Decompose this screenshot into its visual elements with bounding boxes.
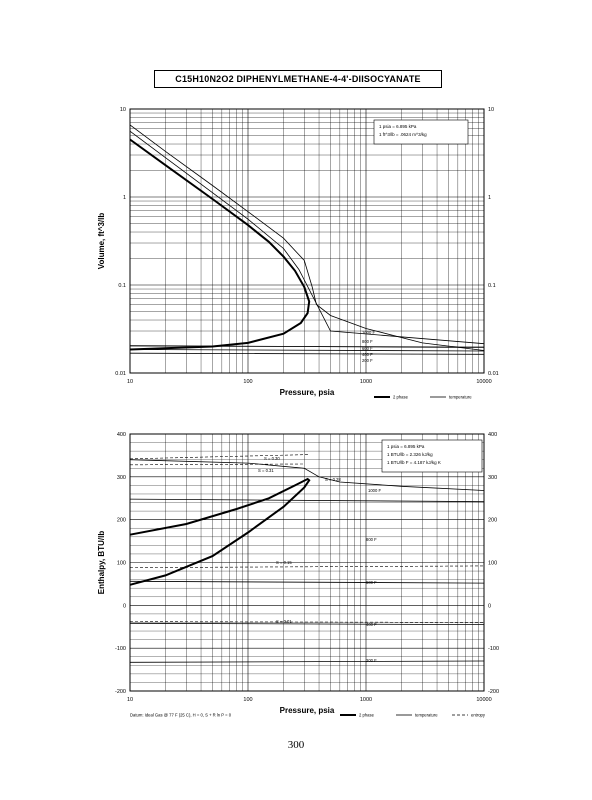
y-tick-label: 400	[117, 432, 126, 438]
isotherm-label: 1000 F	[368, 488, 381, 493]
x-tick-label: 100	[243, 379, 252, 385]
series-line	[129, 622, 485, 625]
x-tick-label: 100	[243, 697, 252, 703]
y-tick-label-right: 400	[488, 432, 497, 438]
series-line	[129, 660, 485, 663]
plot-frame	[129, 433, 485, 692]
x-tick-label: 10	[127, 697, 133, 703]
isotherm-label: 200 F	[366, 658, 377, 663]
legend-entry: temperature	[415, 713, 438, 718]
isotherm-label: 600 F	[362, 346, 373, 351]
isotherm-label: 200 F	[362, 358, 373, 363]
chart-title: C15H10N2O2 DIPHENYLMETHANE-4-4'-DIISOCYA…	[154, 70, 442, 88]
legend-entry: entropy	[471, 713, 486, 718]
series-line	[129, 124, 485, 351]
isotherm-label: 800 F	[362, 339, 373, 344]
x-axis-label: Pressure, psia	[280, 706, 335, 715]
notes-text: 1 psia = 6.895 kPa	[379, 124, 417, 129]
entropy-label: S = 0.15	[276, 560, 292, 565]
entropy-line	[129, 454, 310, 460]
x-tick-label: 1000	[360, 697, 372, 703]
series-line	[129, 580, 485, 584]
entropy-label: S = 0.30	[264, 456, 280, 461]
y-tick-label: 0.01	[115, 371, 126, 377]
notes-box	[373, 119, 469, 145]
y-axis-label: Enthalpy, BTU/lb	[97, 531, 106, 595]
x-tick-label: 10000	[476, 697, 491, 703]
series-line	[129, 138, 311, 351]
isotherm-label: 400 F	[366, 622, 377, 627]
y-tick-label: 1	[123, 195, 126, 201]
x-axis-label: Pressure, psia	[280, 388, 335, 397]
datum-note: Datum: Ideal Gas @ 77 F (25 C), H = 0, S…	[130, 713, 232, 718]
isotherm-label: 800 F	[366, 537, 377, 542]
entropy-label: S = 0.31	[258, 468, 274, 473]
y-tick-label-right: 0	[488, 603, 491, 609]
y-tick-label: 10	[120, 107, 126, 113]
y-tick-label: 0	[123, 603, 126, 609]
y-tick-label-right: -100	[488, 646, 499, 652]
legend-entry: 2 phase	[359, 713, 375, 718]
notes-box	[381, 439, 483, 473]
gridlines	[129, 433, 484, 692]
page-number: 300	[287, 739, 305, 751]
entropy-label: S = 0.01	[276, 619, 292, 624]
y-tick-label-right: 0.01	[488, 371, 499, 377]
notes-text: 1 BTU/lb = 2.326 kJ/kg	[387, 452, 433, 457]
legend-entry: 2 phase	[393, 395, 409, 400]
series-line	[129, 345, 485, 348]
y-tick-label-right: -200	[488, 689, 499, 695]
series-line	[129, 498, 485, 503]
notes-text: 1 ft^3/lb = .0624 m^3/kg	[379, 132, 427, 137]
notes-text: 1 BTU/lb F = 4.187 kJ/kg K	[387, 460, 441, 465]
notes-text: 1 psia = 6.895 kPa	[387, 444, 425, 449]
y-tick-label: 100	[117, 561, 126, 567]
y-tick-label-right: 0.1	[488, 283, 496, 289]
y-tick-label: -100	[115, 646, 126, 652]
plot-frame	[129, 108, 485, 374]
gridlines	[129, 109, 484, 374]
y-tick-label-right: 10	[488, 107, 494, 113]
y-tick-label-right: 300	[488, 475, 497, 481]
y-tick-label-right: 1	[488, 195, 491, 201]
y-tick-label: 200	[117, 518, 126, 524]
x-tick-label: 10000	[476, 379, 491, 385]
y-tick-label: -200	[115, 689, 126, 695]
series-line	[129, 130, 485, 345]
entropy-line	[129, 621, 485, 623]
series-line	[129, 352, 485, 355]
series-line	[129, 349, 485, 352]
entropy-line	[129, 463, 305, 466]
entropy-label: S = 0.28	[325, 477, 341, 482]
isotherm-label: 1000 F	[362, 330, 375, 335]
y-tick-label-right: 100	[488, 561, 497, 567]
series-line	[129, 477, 311, 586]
isotherm-label: 400 F	[362, 352, 373, 357]
y-tick-label: 0.1	[118, 283, 126, 289]
y-tick-label-right: 200	[488, 518, 497, 524]
isotherm-label: 600 F	[366, 580, 377, 585]
entropy-line	[129, 565, 485, 568]
x-tick-label: 1000	[360, 379, 372, 385]
series-line	[129, 459, 485, 491]
y-tick-label: 300	[117, 475, 126, 481]
legend-entry: temperature	[449, 395, 472, 400]
x-tick-label: 10	[127, 379, 133, 385]
y-axis-label: Volume, ft^3/lb	[97, 213, 106, 270]
